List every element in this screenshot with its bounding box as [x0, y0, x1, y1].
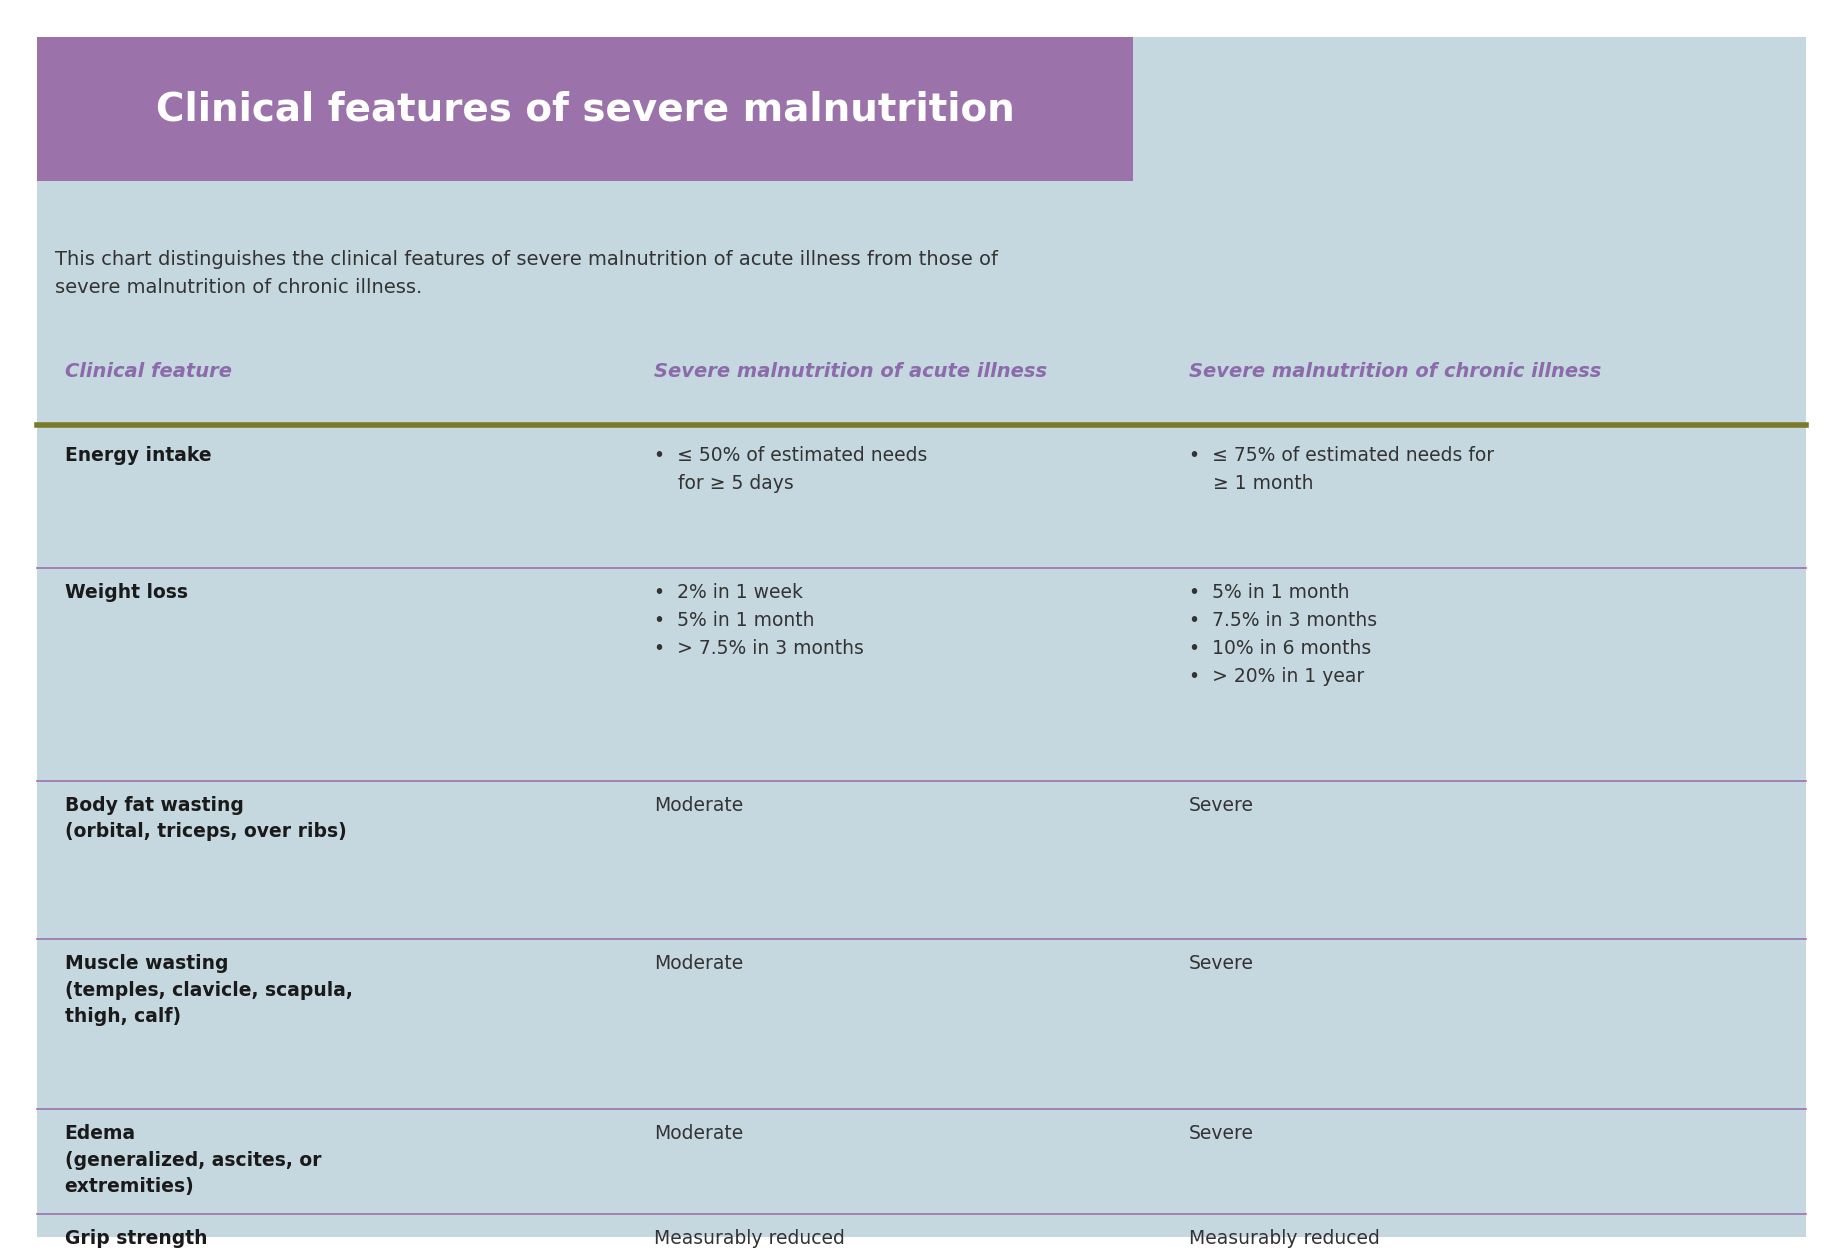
Text: Weight loss: Weight loss: [65, 583, 188, 602]
Text: Severe malnutrition of acute illness: Severe malnutrition of acute illness: [654, 362, 1047, 381]
Text: Measurably reduced: Measurably reduced: [1189, 1229, 1380, 1248]
Text: Severe malnutrition of chronic illness: Severe malnutrition of chronic illness: [1189, 362, 1602, 381]
Text: This chart distinguishes the clinical features of severe malnutrition of acute i: This chart distinguishes the clinical fe…: [55, 250, 999, 297]
Text: Energy intake: Energy intake: [65, 446, 212, 465]
Text: Severe: Severe: [1189, 1124, 1253, 1143]
Text: Moderate: Moderate: [654, 1124, 743, 1143]
FancyBboxPatch shape: [37, 37, 1133, 181]
Text: Body fat wasting
(orbital, triceps, over ribs): Body fat wasting (orbital, triceps, over…: [65, 796, 346, 841]
Text: Measurably reduced: Measurably reduced: [654, 1229, 846, 1248]
Text: Edema
(generalized, ascites, or
extremities): Edema (generalized, ascites, or extremit…: [65, 1124, 321, 1197]
Text: •  5% in 1 month
•  7.5% in 3 months
•  10% in 6 months
•  > 20% in 1 year: • 5% in 1 month • 7.5% in 3 months • 10%…: [1189, 583, 1377, 686]
Text: Severe: Severe: [1189, 954, 1253, 973]
Text: Clinical features of severe malnutrition: Clinical features of severe malnutrition: [157, 90, 1014, 129]
Text: •  ≤ 50% of estimated needs
    for ≥ 5 days: • ≤ 50% of estimated needs for ≥ 5 days: [654, 446, 927, 493]
FancyBboxPatch shape: [37, 37, 1806, 1237]
Text: Severe: Severe: [1189, 796, 1253, 814]
Text: Moderate: Moderate: [654, 796, 743, 814]
Text: •  ≤ 75% of estimated needs for
    ≥ 1 month: • ≤ 75% of estimated needs for ≥ 1 month: [1189, 446, 1495, 493]
Text: Clinical feature: Clinical feature: [65, 362, 232, 381]
Text: •  2% in 1 week
•  5% in 1 month
•  > 7.5% in 3 months: • 2% in 1 week • 5% in 1 month • > 7.5% …: [654, 583, 864, 658]
Text: Grip strength: Grip strength: [65, 1229, 206, 1248]
Text: Muscle wasting
(temples, clavicle, scapula,
thigh, calf): Muscle wasting (temples, clavicle, scapu…: [65, 954, 352, 1027]
Text: Moderate: Moderate: [654, 954, 743, 973]
